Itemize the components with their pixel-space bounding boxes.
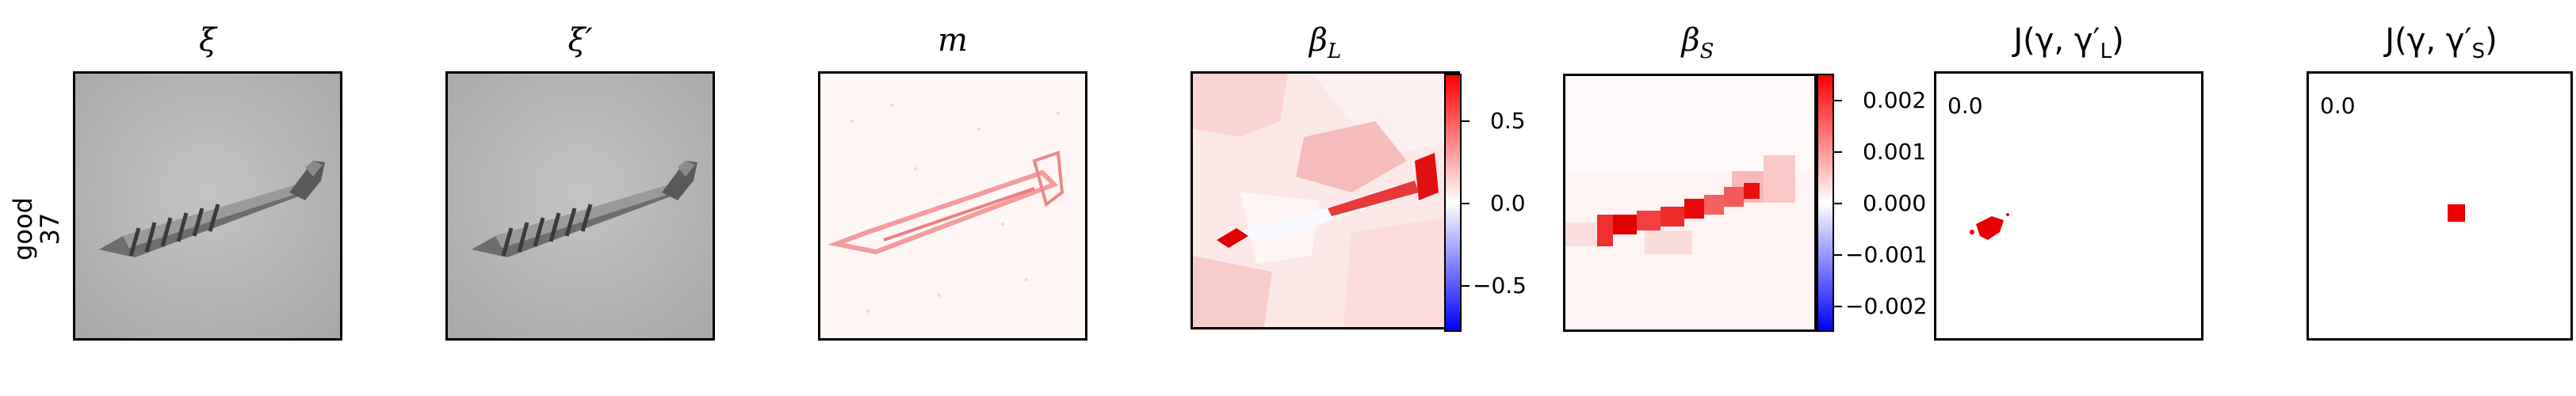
colorbar-beta-S-tick-2: [1834, 203, 1842, 204]
row-label: good 37: [8, 181, 65, 276]
J-L-mask: [1970, 213, 2009, 240]
row-label-index: 37: [35, 212, 65, 246]
title-beta-S-sub: S: [1699, 40, 1714, 63]
colorbar-beta-S-label-2: 0.000: [1863, 190, 1927, 216]
title-J-L-text: J(γ, γ′: [2013, 22, 2100, 59]
title-m-text: m: [938, 22, 968, 59]
colorbar-beta-L: [1444, 74, 1462, 332]
title-xi-text: ξ: [198, 22, 217, 59]
beta-S-heatmap: [1565, 76, 1814, 329]
colorbar-beta-L-label-0: 0.5: [1490, 108, 1526, 134]
title-beta-S-main: β: [1681, 22, 1700, 59]
image-J-L: 0.0: [1934, 71, 2203, 341]
J-S-mask-square: [2448, 204, 2465, 222]
mask-heatmap: [820, 74, 1085, 338]
colorbar-beta-S: [1817, 74, 1834, 332]
title-J-L: J(γ, γ′L): [1934, 22, 2203, 63]
colorbar-beta-S-tick-3: [1834, 254, 1842, 256]
screw-image-xi-prime: [448, 74, 713, 338]
title-beta-L-sub: L: [1327, 40, 1342, 63]
title-beta-S: βS: [1563, 22, 1833, 63]
colorbar-beta-S-label-3: −0.001: [1845, 242, 1928, 268]
colorbar-beta-S-tick-4: [1834, 306, 1842, 307]
image-m: [818, 71, 1087, 341]
image-beta-S: [1563, 74, 1817, 332]
row-label-class: good: [8, 197, 38, 261]
image-J-S: 0.0: [2307, 71, 2573, 341]
colorbar-beta-S-label-4: −0.002: [1845, 293, 1928, 319]
title-J-S-sub: S: [2471, 40, 2486, 63]
title-xi: ξ: [73, 22, 342, 59]
beta-L-heatmap: [1193, 74, 1458, 327]
screw-image-xi: [75, 74, 340, 338]
title-J-S-text: J(γ, γ′: [2385, 22, 2472, 59]
colorbar-beta-L-tick-1: [1462, 203, 1470, 204]
title-beta-L: βL: [1191, 22, 1460, 63]
score-J-L: 0.0: [1947, 93, 1983, 119]
image-xi: [73, 71, 342, 341]
title-m: m: [818, 22, 1087, 59]
colorbar-beta-S-tick-1: [1834, 151, 1842, 153]
title-xi-prime-text: ξ′: [568, 22, 593, 59]
image-beta-L: [1191, 71, 1460, 329]
colorbar-beta-L-tick-0: [1462, 120, 1470, 122]
title-J-S: J(γ, γ′S): [2307, 22, 2576, 63]
colorbar-beta-S-tick-0: [1834, 100, 1842, 101]
image-xi-prime: [445, 71, 715, 341]
colorbar-beta-L-label-2: −0.5: [1473, 272, 1527, 299]
title-beta-L-main: β: [1309, 22, 1328, 59]
colorbar-beta-L-tick-2: [1462, 285, 1470, 287]
colorbar-beta-L-label-1: 0.0: [1490, 190, 1526, 216]
title-xi-prime: ξ′: [445, 22, 715, 59]
title-J-L-end: ): [2112, 22, 2124, 59]
score-J-S: 0.0: [2320, 93, 2356, 119]
title-J-L-sub: L: [2100, 40, 2112, 63]
colorbar-beta-S-label-0: 0.002: [1863, 87, 1927, 113]
colorbar-beta-S-label-1: 0.001: [1863, 139, 1927, 165]
title-J-S-end: ): [2485, 22, 2498, 59]
